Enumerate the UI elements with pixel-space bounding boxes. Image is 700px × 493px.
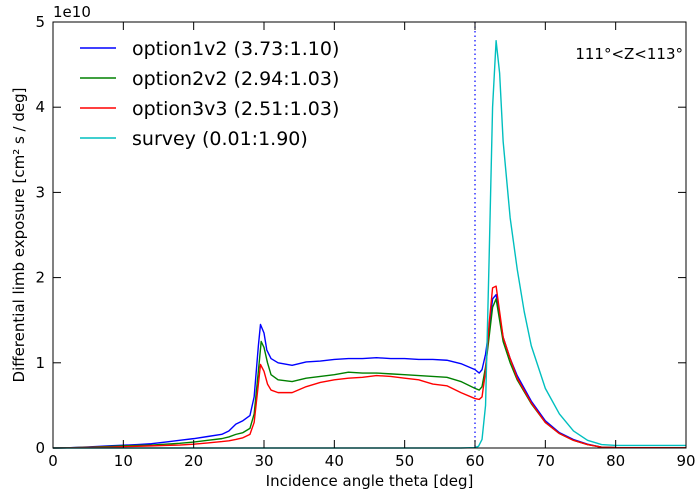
series-line-1	[52, 293, 687, 449]
x-tick-label: 0	[48, 452, 58, 470]
series-line-3	[52, 285, 687, 449]
y-tick-label: 4	[35, 98, 45, 116]
x-tick-label: 20	[184, 452, 203, 470]
series-line-2	[52, 298, 687, 449]
legend: option1v2 (3.73:1.10) option2v2 (2.94:1.0…	[80, 38, 339, 150]
y-tick-label: 0	[35, 439, 45, 457]
x-tick-label: 70	[536, 452, 555, 470]
x-tick-label: 90	[676, 452, 695, 470]
legend-label: option1v2 (3.73:1.10)	[132, 38, 339, 60]
x-tick-label: 60	[465, 452, 484, 470]
z-range-annotation: 111°<Z<113°	[575, 45, 683, 63]
x-tick-label: 10	[114, 452, 133, 470]
legend-label: survey (0.01:1.90)	[132, 128, 308, 150]
x-tick-label: 80	[606, 452, 625, 470]
y-tick-label: 2	[35, 269, 45, 287]
y-axis-multiplier: 1e10	[53, 3, 91, 21]
y-tick-label: 3	[35, 183, 45, 201]
y-tick-label: 1	[35, 354, 45, 372]
axis-ticks: 0 10 20 30 40 50 60 70 80 90 0 1 2 3 4 5	[35, 13, 695, 470]
y-tick-label: 5	[35, 13, 45, 31]
legend-label: option3v3 (2.51:1.03)	[132, 98, 339, 120]
y-axis-label: Differential limb exposure [cm² s / deg]	[10, 88, 28, 383]
x-tick-label: 30	[254, 452, 273, 470]
plot-frame	[52, 21, 687, 449]
x-tick-label: 40	[325, 452, 344, 470]
x-axis-label: Incidence angle theta [deg]	[266, 472, 474, 490]
legend-label: option2v2 (2.94:1.03)	[132, 68, 339, 90]
x-tick-label: 50	[395, 452, 414, 470]
series-group	[52, 40, 687, 449]
